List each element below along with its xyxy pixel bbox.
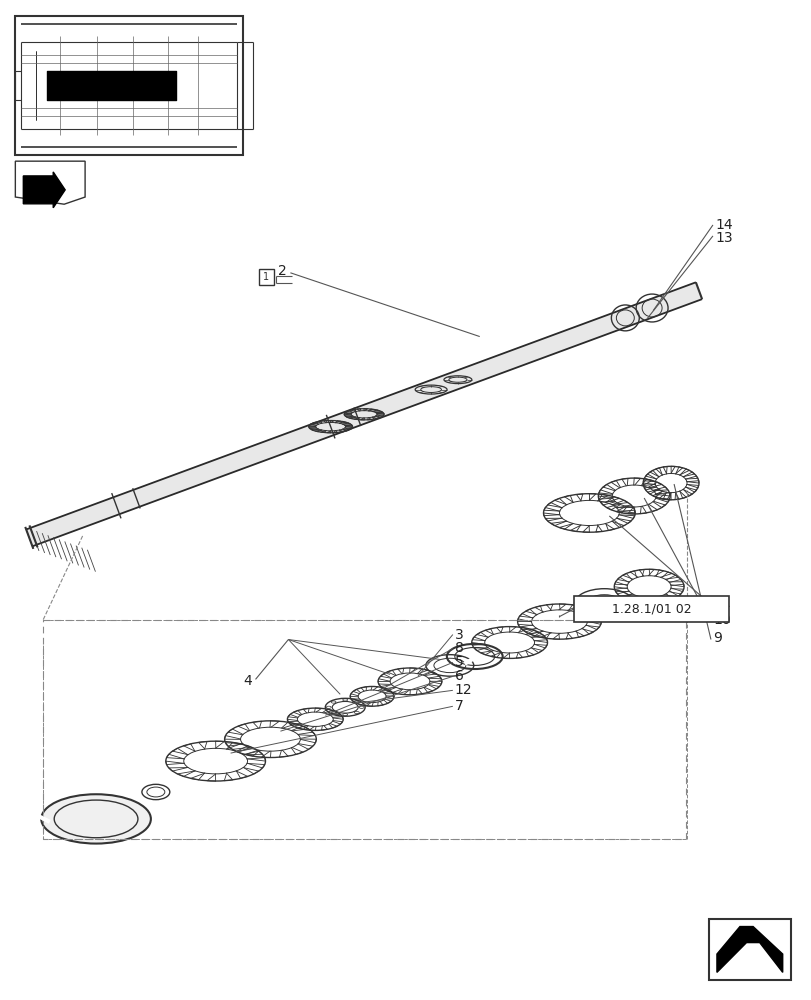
Polygon shape	[716, 927, 782, 972]
Text: 13: 13	[714, 231, 732, 245]
Text: 8: 8	[454, 641, 463, 655]
Bar	[708, 919, 790, 980]
Polygon shape	[26, 282, 702, 546]
Polygon shape	[15, 161, 85, 204]
Text: 2: 2	[277, 264, 286, 278]
Text: 14: 14	[714, 218, 732, 232]
Ellipse shape	[41, 794, 151, 844]
Text: 6: 6	[454, 669, 463, 683]
Text: 4: 4	[243, 674, 252, 688]
Bar	[43, 620, 685, 839]
Bar	[258, 269, 274, 285]
Text: 5: 5	[454, 655, 463, 669]
Text: 11: 11	[712, 596, 730, 610]
Polygon shape	[24, 172, 65, 208]
Text: 9: 9	[712, 631, 721, 645]
Text: 7: 7	[454, 699, 463, 713]
Text: 1.28.1/01 02: 1.28.1/01 02	[611, 602, 691, 615]
Bar	[573, 596, 728, 622]
Text: 1: 1	[263, 272, 269, 282]
Text: 3: 3	[454, 628, 463, 642]
Text: 10: 10	[712, 613, 730, 627]
Bar	[15, 16, 242, 155]
Text: 12: 12	[454, 683, 472, 697]
